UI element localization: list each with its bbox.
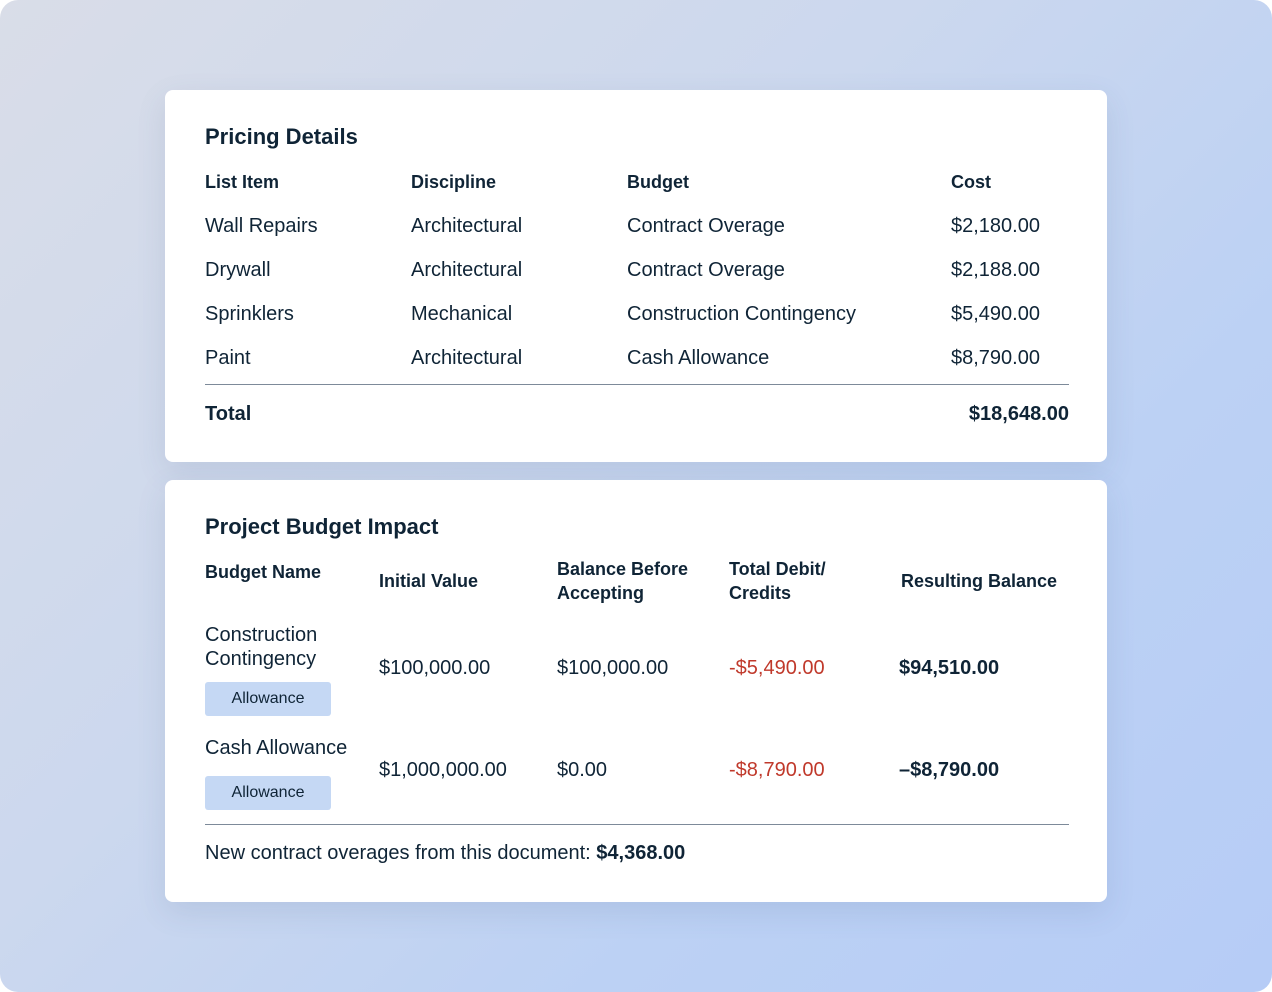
header-balance-before: Balance Before Accepting [557,559,689,603]
initial-value: $1,000,000.00 [379,759,507,781]
header-initial-value: Initial Value [379,571,479,591]
header-list-item: List Item [205,172,280,192]
table-row-item: Sprinklers [205,303,294,325]
contract-overages-summary: New contract overages from this document… [205,842,685,865]
budget-name: Construction Contingency [205,624,318,670]
balance-before: $0.00 [557,759,608,781]
balance-before: $100,000.00 [557,657,669,679]
table-row-item: Wall Repairs [205,215,318,237]
impact-title: Project Budget Impact [205,514,439,539]
table-row-budget: Contract Overage [627,259,785,281]
table-row-discipline: Architectural [411,347,523,369]
table-row-budget: Construction Contingency [627,303,857,325]
allowance-badge: Allowance [205,682,331,716]
header-budget-name: Budget Name [205,562,322,582]
header-cost: Cost [951,172,991,192]
header-resulting-balance: Resulting Balance [901,571,1058,591]
table-row-cost: $2,180.00 [951,215,1040,237]
table-row-cost: $2,188.00 [951,259,1040,281]
header-discipline: Discipline [411,172,497,192]
contract-overages-value: $4,368.00 [596,842,686,864]
project-budget-impact-card: Project Budget Impact Budget Name Initia… [165,480,1107,902]
initial-value: $100,000.00 [379,657,491,679]
total-label: Total [205,403,252,425]
total-debit: -$8,790.00 [729,759,825,781]
divider [205,824,1069,825]
total-debit: -$5,490.00 [729,657,825,679]
allowance-badge: Allowance [205,776,331,810]
table-row-discipline: Mechanical [411,303,513,325]
table-row-discipline: Architectural [411,259,523,281]
budget-name: Cash Allowance [205,737,348,759]
table-row-item: Drywall [205,259,271,281]
resulting-balance: $94,510.00 [899,657,1000,679]
header-total-debit-credits: Total Debit/ Credits [729,559,826,603]
table-row-cost: $8,790.00 [951,347,1040,369]
pricing-title: Pricing Details [205,124,358,149]
table-row-cost: $5,490.00 [951,303,1040,325]
pricing-details-card: Pricing Details List Item Discipline Bud… [165,90,1107,462]
total-value: $18,648.00 [968,403,1069,425]
contract-overages-label: New contract overages from this document… [205,842,591,864]
header-budget: Budget [627,172,689,192]
resulting-balance: –$8,790.00 [899,759,1000,781]
table-row-budget: Contract Overage [627,215,785,237]
table-row-item: Paint [205,347,251,369]
table-row-discipline: Architectural [411,215,523,237]
divider [205,384,1069,385]
table-row-budget: Cash Allowance [627,347,770,369]
